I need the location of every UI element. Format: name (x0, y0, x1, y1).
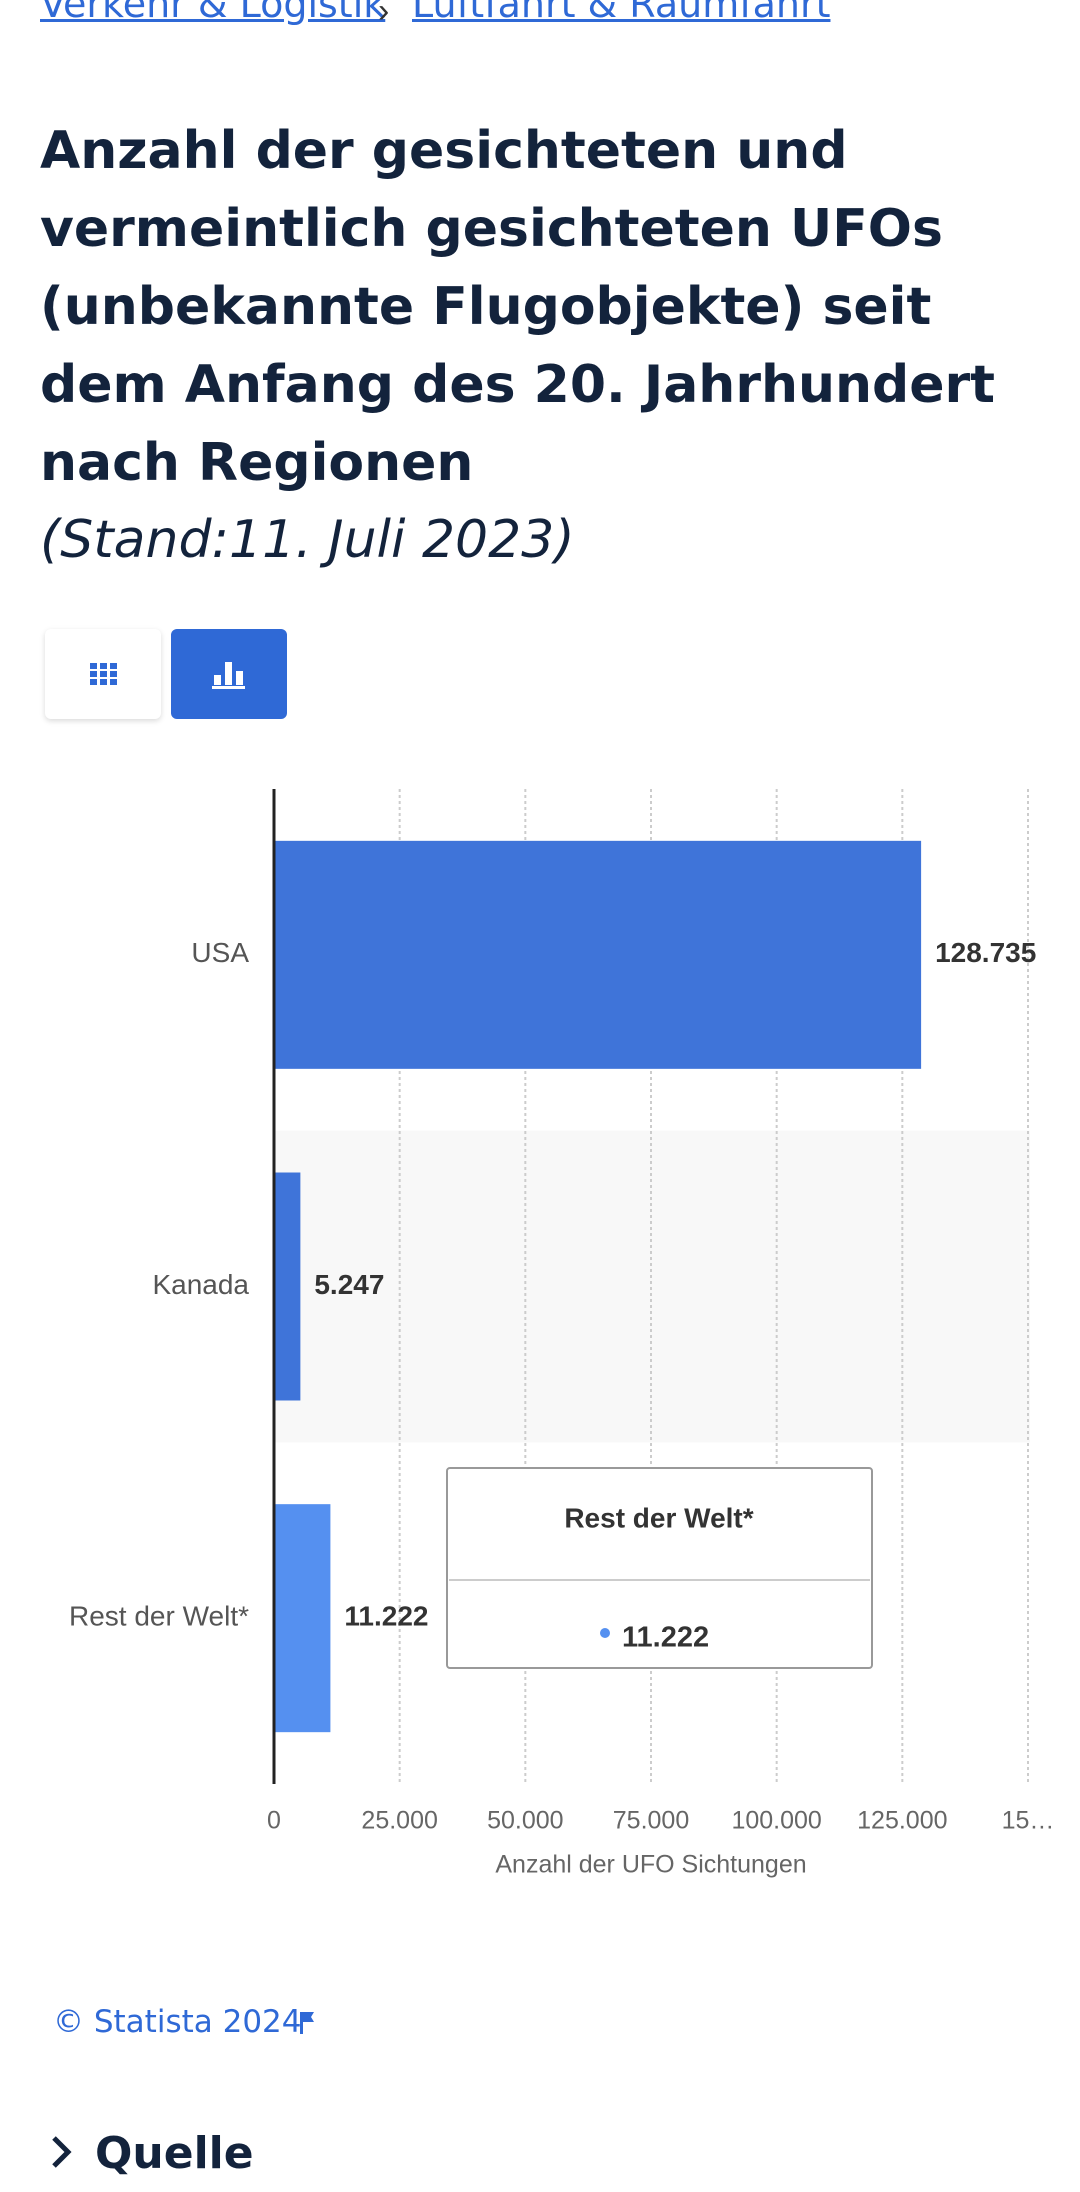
value-label: 5.247 (314, 1269, 384, 1300)
x-axis-title: Anzahl der UFO Sichtungen (495, 1851, 806, 1879)
value-label: 11.222 (344, 1601, 428, 1632)
x-tick-label: 15… (1002, 1807, 1055, 1835)
x-tick-label: 125.000 (857, 1807, 947, 1835)
breadcrumb-link[interactable]: Verkehr & Logistik (40, 0, 386, 26)
y-tick-label: Kanada (152, 1269, 249, 1300)
source-heading[interactable]: Quelle (95, 2128, 254, 2179)
x-tick-label: 25.000 (361, 1807, 437, 1835)
y-tick-label: Rest der Welt* (69, 1601, 249, 1632)
x-tick-label: 75.000 (613, 1807, 689, 1835)
tooltip-value: 11.222 (622, 1622, 709, 1654)
chart-icon (212, 662, 245, 689)
subtitle: (Stand:11. Juli 2023) (40, 510, 575, 570)
x-tick-label: 0 (267, 1807, 281, 1835)
y-tick-label: USA (191, 937, 249, 968)
copyright[interactable]: © Statista 2024 (53, 2004, 302, 2040)
chart-view-button[interactable] (171, 629, 287, 719)
x-tick-label: 100.000 (731, 1807, 821, 1835)
bar (274, 1504, 331, 1733)
breadcrumb-separator: › (378, 0, 390, 30)
tooltip-title: Rest der Welt* (564, 1502, 753, 1533)
tooltip-box (446, 1467, 873, 1669)
chevron-icon (52, 2136, 72, 2168)
tooltip-marker (600, 1628, 610, 1638)
table-icon (90, 663, 117, 685)
table-view-button[interactable] (45, 629, 161, 719)
title: Anzahl der gesichteten und vermeintlich … (40, 121, 996, 493)
x-tick-label: 50.000 (487, 1807, 563, 1835)
value-label: 128.735 (935, 937, 1036, 968)
flag-icon[interactable] (296, 2008, 320, 2036)
bar (274, 840, 922, 1069)
chart: 0 25.000 50.000 75.000 100.000 125.000 15… Anza… (69, 789, 1055, 1879)
breadcrumb-link[interactable]: Luftfahrt & Raumfahrt (412, 0, 831, 26)
bar (274, 1172, 301, 1401)
